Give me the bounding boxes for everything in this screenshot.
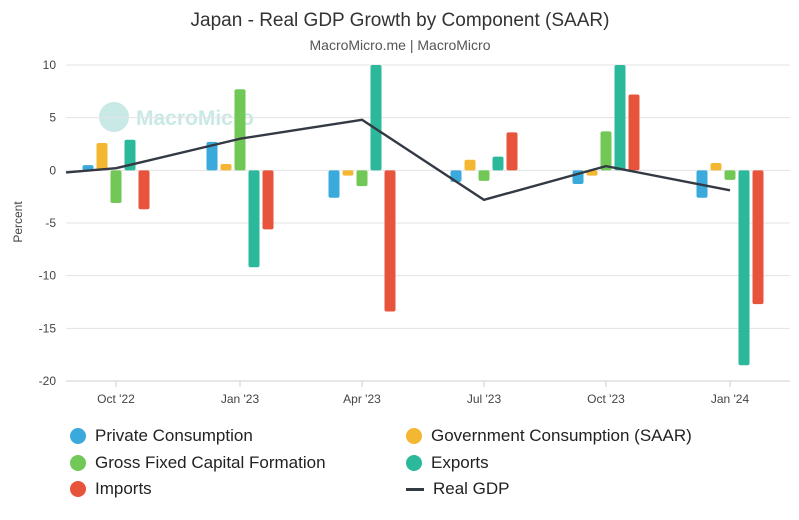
x-tick-label: Oct '22 [97, 392, 135, 406]
legend-label: Imports [95, 479, 152, 498]
bar-exports-4[interactable] [614, 65, 626, 171]
legend-swatch-exports [406, 455, 422, 471]
legend-label: Government Consumption (SAAR) [431, 426, 692, 445]
chart-title: Japan - Real GDP Growth by Component (SA… [191, 10, 610, 31]
bar-gross-fixed-capital-formation-1[interactable] [234, 89, 246, 171]
watermark-text: MacroMicro [136, 107, 254, 130]
x-tick-label: Oct '23 [587, 392, 625, 406]
bar-gross-fixed-capital-formation-4[interactable] [600, 131, 612, 171]
bar-imports-2[interactable] [384, 170, 396, 312]
gdp-chart: Japan - Real GDP Growth by Component (SA… [11, 10, 790, 406]
bar-gross-fixed-capital-formation-5[interactable] [724, 170, 736, 180]
legend-swatch-private-consumption [70, 428, 86, 444]
bar-gross-fixed-capital-formation-2[interactable] [356, 170, 368, 187]
legend-label: Exports [431, 453, 489, 472]
bar-government-consumption-saar-5[interactable] [710, 162, 722, 171]
bar-government-consumption-saar-0[interactable] [96, 142, 108, 171]
x-tick-label: Jan '23 [221, 392, 260, 406]
legend-label: Real GDP [433, 479, 510, 498]
legend-label: Private Consumption [95, 426, 253, 445]
legend-imports[interactable]: Imports [70, 479, 152, 499]
bar-gross-fixed-capital-formation-3[interactable] [478, 170, 490, 181]
legend-swatch-gfcf [70, 455, 86, 471]
y-axis-label: Percent [11, 201, 25, 243]
y-grid [66, 64, 790, 382]
legend-private-consumption[interactable]: Private Consumption [70, 426, 253, 446]
bar-private-consumption-0[interactable] [82, 165, 94, 171]
watermark-logo: MacroMicro [99, 102, 254, 132]
real-gdp-series [65, 118, 731, 202]
bar-gross-fixed-capital-formation-0[interactable] [110, 170, 122, 203]
legend-swatch-real-gdp [406, 487, 424, 491]
x-tick-label: Apr '23 [343, 392, 381, 406]
legend-swatch-government-consumption [406, 428, 422, 444]
chart-subtitle: MacroMicro.me | MacroMicro [310, 37, 491, 53]
bar-imports-1[interactable] [262, 170, 274, 230]
bar-imports-5[interactable] [752, 170, 764, 305]
legend-real-gdp[interactable]: Real GDP [406, 479, 510, 499]
y-tick-label: -20 [39, 374, 57, 388]
bar-government-consumption-saar-1[interactable] [220, 164, 232, 171]
legend-government-consumption[interactable]: Government Consumption (SAAR) [406, 426, 692, 446]
bar-imports-0[interactable] [138, 170, 150, 210]
bar-imports-3[interactable] [506, 132, 518, 171]
legend-exports[interactable]: Exports [406, 453, 489, 473]
bar-exports-5[interactable] [738, 170, 750, 366]
y-tick-label: 10 [43, 58, 57, 72]
x-tick-labels: Oct '22 Jan '23 Apr '23 Jul '23 Oct '23 Jan '… [97, 381, 749, 406]
bar-government-consumption-saar-2[interactable] [342, 170, 354, 176]
bar-exports-2[interactable] [370, 65, 382, 171]
watermark-icon [99, 102, 129, 132]
bar-exports-1[interactable] [248, 170, 260, 268]
y-tick-labels: -20 -15 -10 -5 0 5 10 [39, 58, 57, 388]
legend-swatch-imports [70, 481, 86, 497]
y-tick-label: -5 [45, 216, 56, 230]
y-tick-label: -15 [39, 321, 57, 335]
legend-label: Gross Fixed Capital Formation [95, 453, 326, 472]
bar-government-consumption-saar-3[interactable] [464, 159, 476, 171]
x-tick-label: Jan '24 [711, 392, 750, 406]
bar-private-consumption-1[interactable] [206, 141, 218, 171]
bar-exports-3[interactable] [492, 156, 504, 171]
legend-gross-fixed-capital-formation[interactable]: Gross Fixed Capital Formation [70, 453, 326, 473]
bar-private-consumption-2[interactable] [328, 170, 340, 198]
y-tick-label: 5 [49, 111, 56, 125]
y-tick-label: 0 [49, 163, 56, 177]
y-tick-label: -10 [39, 269, 57, 283]
bar-imports-4[interactable] [628, 94, 640, 171]
x-tick-label: Jul '23 [467, 392, 502, 406]
bar-exports-0[interactable] [124, 139, 136, 171]
